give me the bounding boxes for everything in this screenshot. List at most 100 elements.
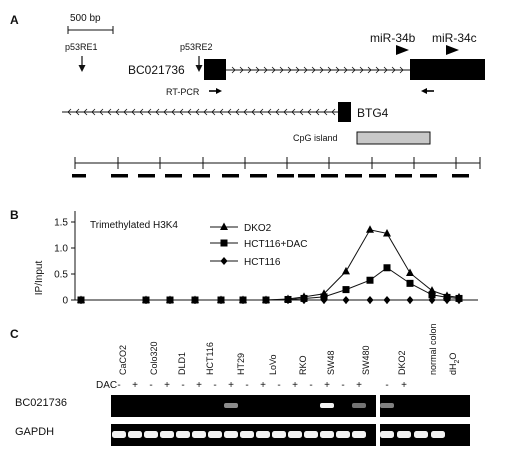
- cell-line-label-water: dH2O: [448, 353, 461, 375]
- intron-chevron: [367, 66, 372, 74]
- intron-chevron: [75, 108, 80, 116]
- panel-c-label: C: [10, 327, 19, 341]
- cell-line-label: normal colon: [428, 323, 438, 375]
- intron-chevron: [227, 108, 232, 116]
- gel-band: [380, 431, 394, 438]
- amplicon-segment: [250, 174, 267, 178]
- intron-chevron: [331, 108, 336, 116]
- intron-chevron: [263, 66, 268, 74]
- intron-chevron: [187, 108, 192, 116]
- intron-chevron: [375, 66, 380, 74]
- amplicon-segment: [165, 174, 182, 178]
- gel-bc021736-left: [111, 395, 376, 417]
- bc021736-exon2: [410, 59, 485, 80]
- intron-chevron: [307, 108, 312, 116]
- intron-chevron: [283, 108, 288, 116]
- intron-chevron: [239, 66, 244, 74]
- cell-line-label: HT29: [236, 353, 246, 375]
- dac-sign: -: [277, 380, 280, 391]
- gel-band: [320, 403, 334, 408]
- dac-sign: +: [401, 380, 407, 391]
- gel-band: [112, 431, 126, 438]
- intron-chevron: [163, 108, 168, 116]
- intron-chevron: [131, 108, 136, 116]
- cell-line-label: LoVo: [268, 354, 278, 375]
- y-tick-label: 1.5: [54, 218, 68, 229]
- data-point-hct116-dac: [406, 279, 414, 287]
- cell-line-label: SW480: [361, 345, 371, 375]
- mir34b-label: miR-34b: [370, 31, 416, 45]
- gel-bc021736: [111, 395, 470, 417]
- intron-chevron: [147, 108, 152, 116]
- legend-marker-dko2: [220, 222, 228, 230]
- series-line-hct116-dac: [81, 267, 460, 301]
- cell-line-label: DKO2: [397, 350, 407, 375]
- bc021736-gene-label: BC021736: [128, 63, 185, 77]
- data-point-hct116: [320, 296, 328, 304]
- intron-chevron: [195, 108, 200, 116]
- data-point-hct116: [262, 296, 270, 304]
- amplicon-segment: [420, 174, 437, 178]
- dac-sign: +: [356, 380, 362, 391]
- intron-chevron: [179, 108, 184, 116]
- dac-sign: +: [196, 380, 202, 391]
- data-point-hct116: [300, 296, 308, 304]
- y-axis-title: IP/Input: [34, 261, 45, 296]
- data-point-hct116-dac: [383, 264, 391, 272]
- gel-band: [160, 431, 174, 438]
- intron-chevron: [231, 66, 236, 74]
- intron-chevron: [251, 108, 256, 116]
- intron-chevron: [171, 108, 176, 116]
- btg4-label: BTG4: [357, 106, 389, 120]
- intron-chevron: [303, 66, 308, 74]
- amplicon-segment: [345, 174, 362, 178]
- data-point-hct116: [443, 296, 451, 304]
- gel-band: [320, 431, 334, 438]
- bc021736-exon1: [204, 59, 226, 80]
- dac-signs: - + - + - + - + - + - + - + - + - +: [117, 380, 407, 391]
- amplicon-segment: [193, 174, 210, 178]
- p53re2-arrow: [195, 56, 203, 72]
- intron-chevron: [115, 108, 120, 116]
- intron-chevron: [383, 66, 388, 74]
- gel-band: [380, 403, 394, 408]
- data-point-hct116: [428, 296, 436, 304]
- cell-line-label: HCT116: [205, 342, 215, 375]
- intron-chevron: [235, 108, 240, 116]
- cell-line-label: RKO: [298, 355, 308, 375]
- intron-chevron: [391, 66, 396, 74]
- data-point-dko2: [383, 228, 391, 237]
- gel-band: [397, 431, 411, 438]
- intron-chevron: [255, 66, 260, 74]
- legend-label-dko2: DKO2: [244, 223, 272, 234]
- cpg-island-box: [356, 131, 431, 145]
- cell-line-label: DLD1: [177, 352, 187, 375]
- dac-sign: -: [341, 380, 344, 391]
- amplicon-segment: [72, 174, 86, 178]
- intron-chevron: [295, 66, 300, 74]
- amplicon-segment: [111, 174, 128, 178]
- intron-chevron: [107, 108, 112, 116]
- data-point-hct116: [406, 296, 414, 304]
- gel-band: [224, 431, 238, 438]
- data-point-dko2: [406, 268, 414, 276]
- data-point-hct116: [191, 296, 199, 304]
- intron-chevron: [123, 108, 128, 116]
- gel-band: [304, 431, 318, 438]
- rtpcr-forward-primer: [209, 88, 222, 94]
- y-tick-label: 0.5: [54, 270, 68, 281]
- dac-sign: +: [164, 380, 170, 391]
- intron-chevron: [203, 108, 208, 116]
- gel-band: [144, 431, 158, 438]
- gel-gapdh: [111, 424, 470, 446]
- intron-chevron: [247, 66, 252, 74]
- intron-chevron: [335, 66, 340, 74]
- p53re1-label: p53RE1: [65, 42, 98, 52]
- dac-sign: -: [149, 380, 152, 391]
- panel-a-label: A: [10, 13, 19, 27]
- intron-chevron: [359, 66, 364, 74]
- intron-chevron: [211, 108, 216, 116]
- intron-chevron: [139, 108, 144, 116]
- chart-annotation: Trimethylated H3K4: [90, 220, 178, 231]
